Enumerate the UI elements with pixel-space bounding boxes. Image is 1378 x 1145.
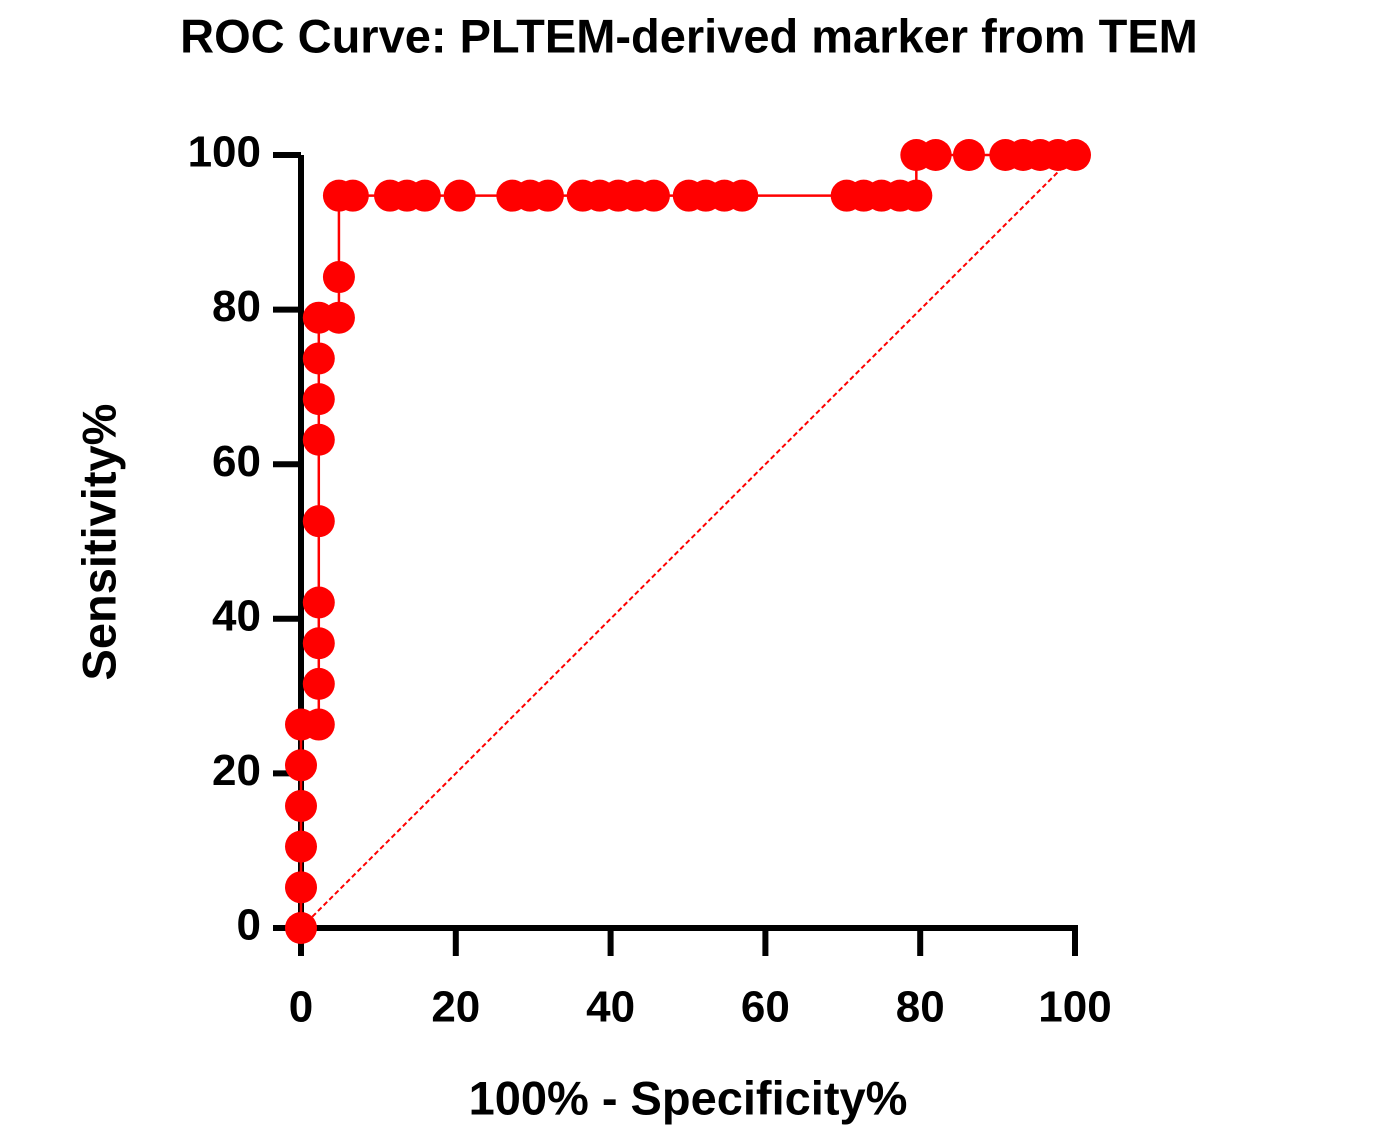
x-tick-label: 60 bbox=[741, 983, 790, 1032]
roc-point bbox=[952, 139, 985, 171]
roc-point bbox=[726, 179, 759, 212]
roc-point bbox=[443, 179, 476, 212]
y-tick-label: 0 bbox=[237, 901, 261, 950]
y-tick-label: 80 bbox=[212, 282, 261, 331]
roc-point bbox=[285, 749, 317, 782]
roc-point bbox=[302, 505, 335, 538]
roc-point bbox=[285, 871, 317, 904]
roc-point bbox=[302, 342, 335, 375]
x-axis-label: 100% - Specificity% bbox=[469, 1071, 908, 1124]
reference-line bbox=[300, 154, 1076, 929]
x-tick-label: 0 bbox=[289, 983, 313, 1032]
roc-point bbox=[302, 423, 335, 456]
roc-point bbox=[322, 261, 355, 294]
y-tick-label: 100 bbox=[188, 128, 261, 177]
roc-point bbox=[900, 179, 933, 212]
roc-point bbox=[322, 301, 355, 334]
roc-point bbox=[336, 179, 369, 212]
roc-point bbox=[285, 789, 317, 822]
y-tick-label: 20 bbox=[212, 746, 261, 795]
roc-point bbox=[302, 586, 335, 619]
roc-point bbox=[637, 179, 670, 212]
x-tick-label: 100 bbox=[1038, 983, 1111, 1032]
roc-point bbox=[285, 830, 317, 863]
y-tick-label: 40 bbox=[212, 591, 261, 640]
chart-title: ROC Curve: PLTEM-derived marker from TEM bbox=[180, 9, 1198, 62]
y-tick-label: 60 bbox=[212, 437, 261, 486]
x-tick-label: 40 bbox=[586, 983, 635, 1032]
x-tick-label: 80 bbox=[896, 983, 945, 1032]
x-tick-label: 20 bbox=[431, 983, 480, 1032]
roc-point bbox=[408, 179, 441, 212]
roc-point bbox=[302, 667, 335, 700]
y-axis-label: Sensitivity% bbox=[72, 404, 125, 681]
roc-point bbox=[1059, 139, 1091, 171]
roc-point bbox=[919, 139, 952, 171]
roc-point bbox=[531, 179, 564, 212]
roc-point bbox=[285, 912, 317, 944]
roc-point bbox=[302, 627, 335, 660]
roc-point bbox=[302, 383, 335, 416]
roc-point bbox=[302, 708, 335, 741]
